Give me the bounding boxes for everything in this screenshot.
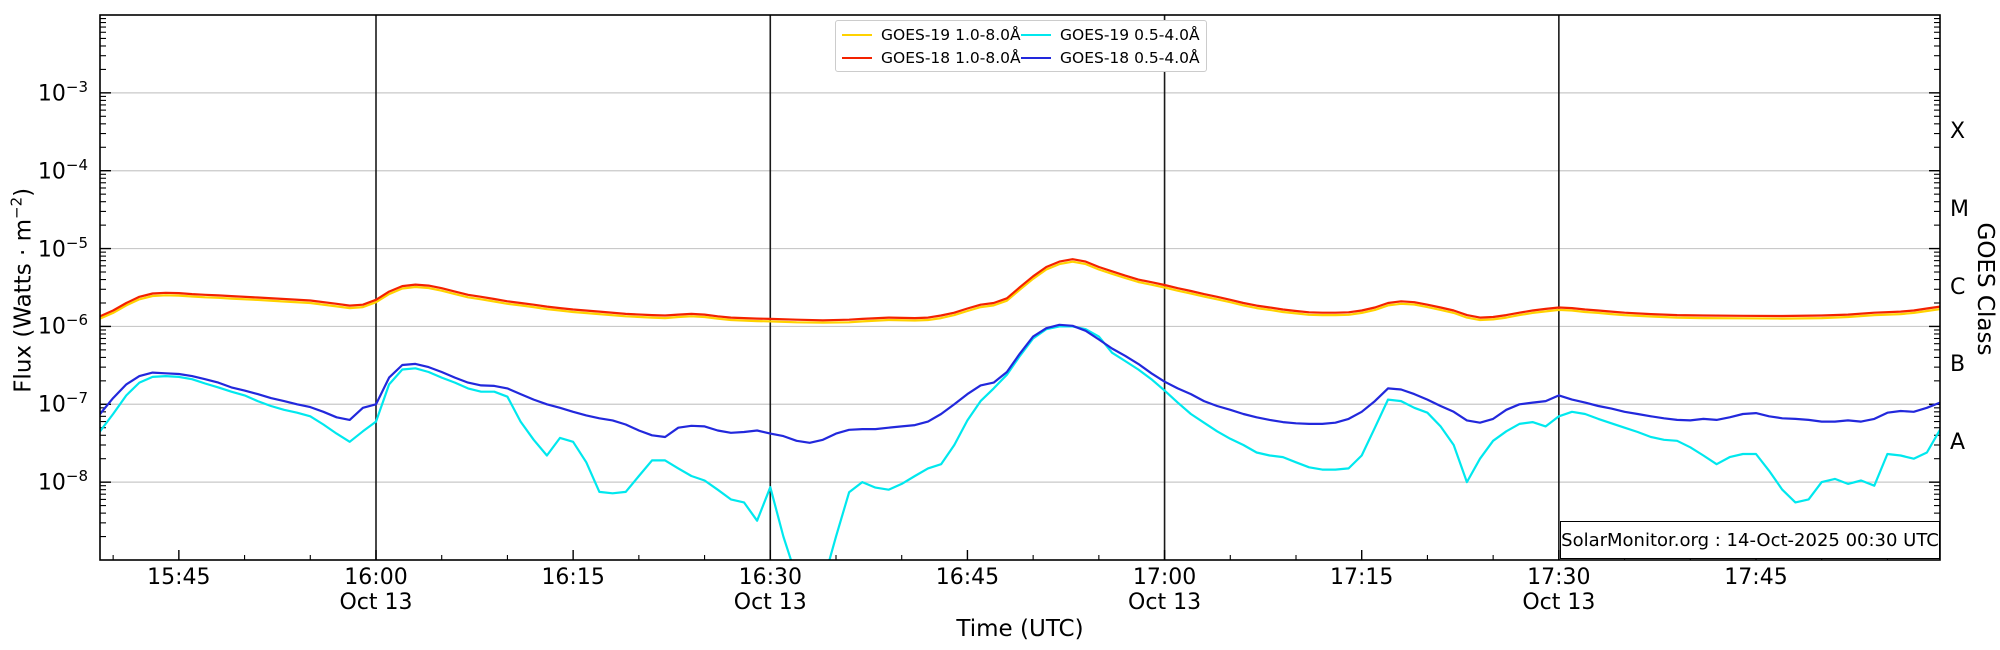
x-tick-label: 17:30: [1527, 565, 1591, 590]
y-axis-label-exponent: −2: [7, 196, 26, 219]
goes-class-label-c: C: [1950, 274, 1966, 300]
legend-line-swatch: [842, 56, 872, 59]
right-axis-label: GOES Class: [1972, 222, 1998, 356]
y-tick-label: 10−4: [37, 155, 88, 185]
legend-item: GOES-19 1.0-8.0Å: [842, 26, 1021, 44]
legend-label: GOES-18 0.5-4.0Å: [1060, 48, 1200, 67]
goes-class-label-a: A: [1950, 430, 1966, 456]
goes-class-label-b: B: [1950, 352, 1966, 378]
y-tick-label: 10−5: [37, 233, 88, 262]
x-tick-label: 16:15: [541, 565, 605, 590]
x-tick-label: 17:45: [1724, 565, 1788, 590]
y-tick-label: 10−7: [37, 389, 88, 418]
legend-item: GOES-18 0.5-4.0Å: [1021, 49, 1200, 67]
x-tick-label: 16:45: [935, 565, 1000, 590]
source-annotation: SolarMonitor.org : 14-Oct-2025 00:30 UTC: [1560, 521, 1940, 559]
legend-line-swatch: [842, 33, 872, 36]
series-goes-18-0-5-4-0-: [100, 323, 1940, 444]
x-tick-label: 16:00: [344, 565, 408, 590]
legend-line-swatch: [1021, 56, 1051, 59]
y-axis-label: Flux (Watts · m−2): [7, 187, 37, 393]
y-tick-label: 10−8: [37, 467, 88, 496]
plot-frame: [99, 14, 1941, 561]
source-annotation-text: SolarMonitor.org : 14-Oct-2025 00:30 UTC: [1561, 529, 1939, 551]
y-tick-label: 10−3: [37, 77, 88, 107]
series-goes-19-1-0-8-0-: [100, 260, 1940, 324]
x-tick-date-label: Oct 13: [339, 590, 413, 615]
x-axis-label: Time (UTC): [956, 616, 1084, 642]
y-tick-label: 10−6: [37, 311, 88, 340]
legend-label: GOES-19 1.0-8.0Å: [881, 25, 1021, 44]
x-tick-label: 16:30: [738, 565, 802, 590]
series-goes-18-1-0-8-0-: [100, 258, 1940, 322]
x-tick-date-label: Oct 13: [1128, 590, 1202, 615]
x-tick-date-label: Oct 13: [1522, 590, 1596, 615]
goes-class-label-m: M: [1950, 196, 1969, 222]
legend-label: GOES-18 1.0-8.0Å: [881, 48, 1021, 67]
legend-item: GOES-18 1.0-8.0Å: [842, 49, 1021, 67]
x-tick-label: 17:15: [1330, 565, 1394, 590]
legend-item: GOES-19 0.5-4.0Å: [1021, 26, 1200, 44]
legend-line-swatch: [1021, 33, 1051, 36]
legend-label: GOES-19 0.5-4.0Å: [1060, 25, 1200, 44]
series-goes-19-0-5-4-0-: [100, 325, 1940, 560]
x-tick-label: 15:45: [147, 565, 211, 590]
goes-class-label-x: X: [1950, 118, 1966, 144]
x-tick-label: 17:00: [1132, 565, 1197, 590]
x-tick-date-label: Oct 13: [733, 590, 807, 615]
legend: GOES-19 1.0-8.0Å GOES-18 1.0-8.0Å GOES-19 …: [835, 20, 1207, 72]
